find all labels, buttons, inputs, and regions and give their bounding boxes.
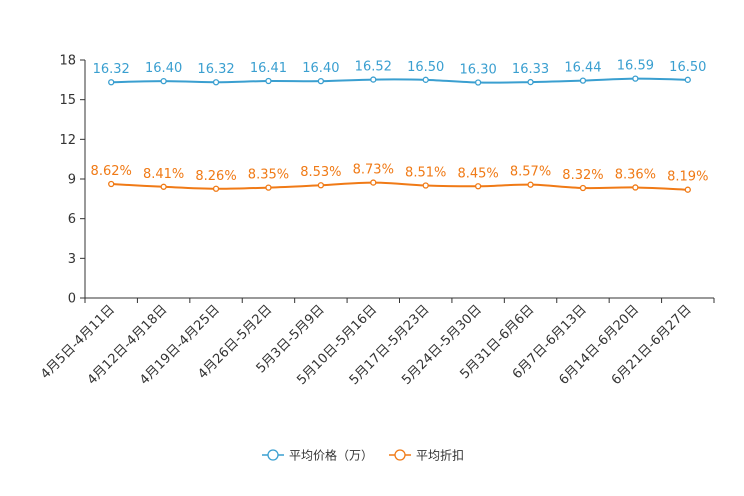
data-label: 16.33 [512,62,549,77]
data-label: 8.53% [300,165,341,180]
data-label: 8.35% [248,168,289,183]
legend-label: 平均价格（万） [289,448,373,463]
data-label: 16.32 [93,62,130,77]
data-point[interactable] [474,79,482,86]
data-label: 16.52 [355,60,392,75]
data-point[interactable] [212,185,220,192]
data-label: 16.32 [197,62,234,77]
data-point[interactable] [317,182,325,189]
data-label: 16.40 [145,61,182,76]
data-point[interactable] [265,77,272,85]
data-label: 8.32% [562,168,603,183]
series-layer: 16.32 16.40 16.32 16.41 16.40 16.52 16.50 16.30… [91,59,708,193]
data-label: 8.19% [667,170,708,185]
data-point[interactable] [422,182,429,189]
data-point[interactable] [632,75,639,82]
data-point[interactable] [160,78,167,85]
data-label: 8.41% [143,167,184,182]
legend-circle-icon [267,449,279,461]
data-point[interactable] [527,78,534,86]
y-tick-label: 15 [59,93,76,108]
data-point[interactable] [579,184,587,192]
data-label: 8.45% [457,166,498,181]
legend-circle-icon [394,449,406,461]
data-point[interactable] [527,181,534,188]
data-label: 8.26% [195,169,236,184]
data-point[interactable] [632,184,639,191]
y-tick-label: 3 [68,252,76,267]
data-point[interactable] [212,79,220,86]
series-2: 8.62% 8.41% 8.26% 8.35% 8.53% 8.73% 8.51% 8.45%… [91,163,708,193]
y-tick-label: 18 [59,54,76,69]
data-label: 8.57% [510,165,551,180]
data-label: 16.50 [669,60,706,75]
data-point[interactable] [370,76,377,83]
data-label: 8.36% [615,167,656,182]
legend-item-2[interactable]: 平均折扣 [389,448,464,463]
series-line [111,181,688,191]
data-point[interactable] [474,183,482,190]
data-point[interactable] [160,183,167,190]
data-point[interactable] [108,180,115,188]
data-label: 16.50 [407,60,444,75]
legend-label: 平均折扣 [416,448,464,463]
y-tick-label: 12 [59,133,76,148]
y-tick-label: 9 [68,173,76,188]
series-1: 16.32 16.40 16.32 16.41 16.40 16.52 16.50 16.30… [93,59,706,86]
data-label: 8.51% [405,165,446,180]
data-label: 8.73% [353,163,394,178]
data-label: 16.30 [460,62,497,77]
data-label: 8.62% [91,164,132,179]
data-label: 16.41 [250,61,287,76]
legend-item-1[interactable]: 平均价格（万） [262,448,373,463]
data-point[interactable] [317,78,325,85]
series-line [111,77,688,84]
data-point[interactable] [684,76,691,83]
y-tick-label: 6 [68,212,76,227]
y-tick-label: 0 [68,292,76,307]
legend[interactable]: 平均价格（万） 平均折扣 [262,448,464,463]
data-label: 16.40 [302,61,339,76]
data-point[interactable] [370,179,377,186]
data-point[interactable] [422,76,429,83]
data-point[interactable] [108,79,115,86]
data-point[interactable] [684,186,691,193]
axes: 03691215184月5日-4月11日4月12日-4月18日4月19日-4月2… [38,54,715,388]
data-point[interactable] [265,184,272,191]
data-point[interactable] [579,77,587,84]
data-label: 16.44 [564,61,601,76]
data-label: 16.59 [617,59,654,74]
